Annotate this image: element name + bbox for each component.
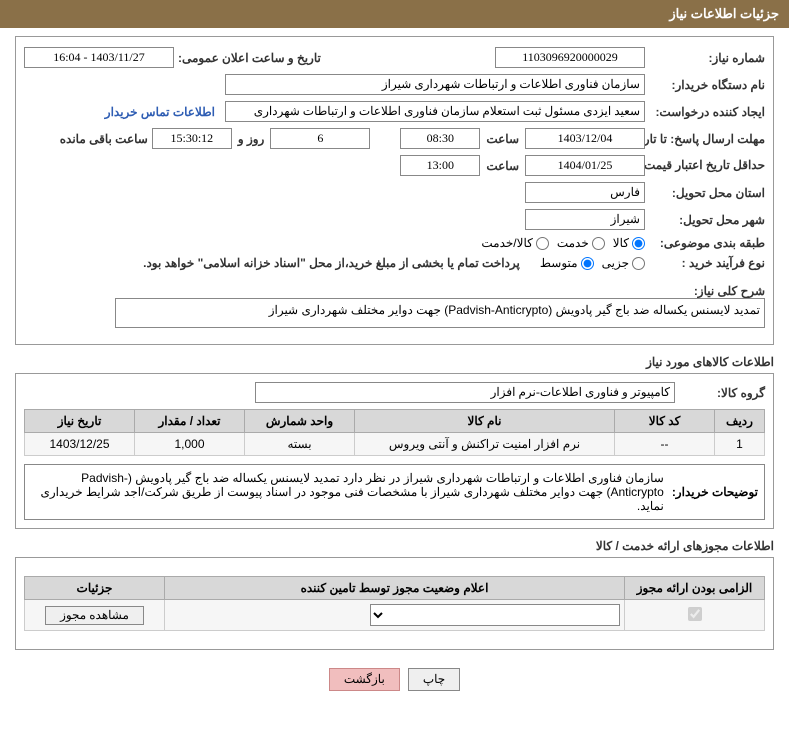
purchase-type-radios: جزیی متوسط (540, 256, 645, 270)
price-validity-label: حداقل تاریخ اعتبار قیمت: تا تاریخ: (645, 158, 765, 174)
price-time-field (400, 155, 480, 176)
reply-deadline-label: مهلت ارسال پاسخ: تا تاریخ: (645, 132, 765, 146)
cat-service-radio[interactable] (592, 237, 605, 250)
td-unit: بسته (245, 433, 355, 456)
announce-field (24, 47, 174, 68)
cat-goods-radio[interactable] (632, 237, 645, 250)
goods-group-label: گروه کالا: (675, 386, 765, 400)
need-number-field (495, 47, 645, 68)
requester-label: ایجاد کننده درخواست: (645, 105, 765, 119)
buyer-desc-content: سازمان فناوری اطلاعات و ارتباطات شهرداری… (31, 471, 664, 513)
td-name: نرم افزار امنیت تراکنش و آنتی ویروس (355, 433, 615, 456)
buyer-desc-box: توضیحات خریدار: سازمان فناوری اطلاعات و … (24, 464, 765, 520)
announce-label: تاریخ و ساعت اعلان عمومی: (174, 51, 321, 65)
reply-date-field (525, 128, 645, 149)
cert-title: اطلاعات مجوزهای ارائه خدمت / کالا (15, 539, 774, 553)
td-row: 1 (715, 433, 765, 456)
buyer-org-field (225, 74, 645, 95)
need-number-label: شماره نیاز: (645, 51, 765, 65)
view-cert-button[interactable]: مشاهده مجوز (45, 606, 144, 625)
delivery-city-field (525, 209, 645, 230)
pt-partial-label: جزیی (602, 256, 629, 270)
cat-goods-label: کالا (613, 236, 629, 250)
cert-row: مشاهده مجوز (25, 600, 765, 631)
buyer-org-label: نام دستگاه خریدار: (645, 78, 765, 92)
cert-th-mandatory: الزامی بودن ارائه مجوز (625, 577, 765, 600)
price-date-field (525, 155, 645, 176)
general-desc-field: تمدید لایسنس یکساله ضد باج گیر پادویش (P… (115, 298, 765, 328)
time-label-1: ساعت (480, 132, 525, 146)
goods-panel: گروه کالا: ردیف کد کالا نام کالا واحد شم… (15, 373, 774, 529)
cert-mandatory-checkbox (688, 607, 702, 621)
page-header: جزئیات اطلاعات نیاز (0, 0, 789, 28)
countdown-field (152, 128, 232, 149)
days-field (270, 128, 370, 149)
goods-table: ردیف کد کالا نام کالا واحد شمارش تعداد /… (24, 409, 765, 456)
th-name: نام کالا (355, 410, 615, 433)
cert-status-select[interactable] (370, 604, 620, 626)
goods-info-title: اطلاعات کالاهای مورد نیاز (15, 355, 774, 369)
reply-time-field (400, 128, 480, 149)
requester-field (225, 101, 645, 122)
button-row: چاپ بازگشت (0, 658, 789, 701)
remaining-label: ساعت باقی مانده (56, 132, 152, 146)
pt-medium-radio[interactable] (581, 257, 594, 270)
purchase-type-label: نوع فرآیند خرید : (645, 256, 765, 270)
cert-th-details: جزئیات (25, 577, 165, 600)
time-label-2: ساعت (480, 159, 525, 173)
main-panel: شماره نیاز: تاریخ و ساعت اعلان عمومی: نا… (15, 36, 774, 345)
payment-note: پرداخت تمام یا بخشی از مبلغ خرید،از محل … (143, 256, 520, 270)
classification-label: طبقه بندی موضوعی: (645, 236, 765, 250)
th-row: ردیف (715, 410, 765, 433)
classification-radios: کالا خدمت کالا/خدمت (481, 236, 645, 250)
cat-service-label: خدمت (557, 236, 589, 250)
cat-both-label: کالا/خدمت (481, 236, 532, 250)
delivery-city-label: شهر محل تحویل: (645, 213, 765, 227)
contact-link[interactable]: اطلاعات تماس خریدار (105, 105, 215, 119)
th-date: تاریخ نیاز (25, 410, 135, 433)
pt-partial-radio[interactable] (632, 257, 645, 270)
print-button[interactable]: چاپ (408, 668, 460, 691)
cert-th-status: اعلام وضعیت مجوز توسط تامین کننده (165, 577, 625, 600)
cat-both-radio[interactable] (536, 237, 549, 250)
pt-medium-label: متوسط (540, 256, 578, 270)
days-label: روز و (232, 132, 271, 146)
delivery-province-field (525, 182, 645, 203)
table-row: 1 -- نرم افزار امنیت تراکنش و آنتی ویروس… (25, 433, 765, 456)
delivery-province-label: استان محل تحویل: (645, 186, 765, 200)
cert-table: الزامی بودن ارائه مجوز اعلام وضعیت مجوز … (24, 576, 765, 631)
th-unit: واحد شمارش (245, 410, 355, 433)
back-button[interactable]: بازگشت (329, 668, 400, 691)
th-code: کد کالا (615, 410, 715, 433)
td-code: -- (615, 433, 715, 456)
td-date: 1403/12/25 (25, 433, 135, 456)
buyer-desc-label: توضیحات خریدار: (664, 485, 758, 499)
td-qty: 1,000 (135, 433, 245, 456)
cert-panel: الزامی بودن ارائه مجوز اعلام وضعیت مجوز … (15, 557, 774, 650)
goods-group-field (255, 382, 675, 403)
general-desc-label: شرح کلی نیاز: (665, 284, 765, 298)
th-qty: تعداد / مقدار (135, 410, 245, 433)
